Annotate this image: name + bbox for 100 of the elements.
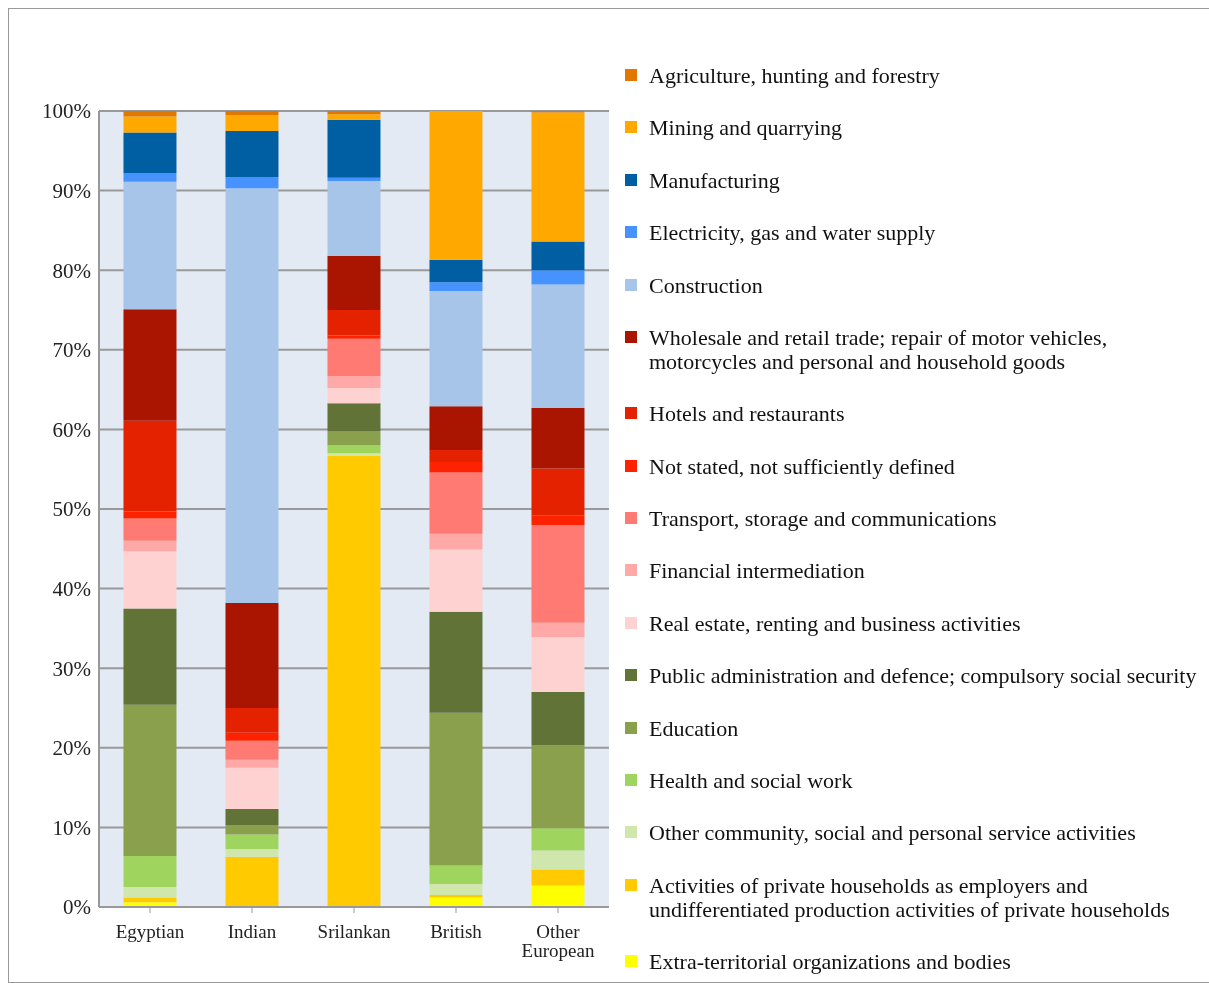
bar xyxy=(327,455,381,907)
bar xyxy=(531,828,585,851)
legend-label: Extra-territorial organizations and bodies xyxy=(649,949,1011,974)
bar xyxy=(123,181,177,310)
bar xyxy=(327,114,381,120)
legend-label: Manufacturing xyxy=(649,167,780,193)
legend-label: Real estate, renting and business activities xyxy=(649,610,1021,636)
bar xyxy=(123,309,177,421)
bar xyxy=(531,637,585,693)
bar xyxy=(327,335,381,339)
bar xyxy=(531,112,585,242)
y-tick-label: 100% xyxy=(42,99,91,124)
bar xyxy=(225,602,279,708)
bar xyxy=(123,420,177,512)
bar xyxy=(327,376,381,389)
bar xyxy=(225,809,279,826)
bar xyxy=(123,111,177,117)
bar xyxy=(225,856,279,907)
bar xyxy=(123,856,177,888)
bar xyxy=(429,865,483,884)
bar xyxy=(429,883,483,896)
bar xyxy=(531,241,585,271)
bar xyxy=(327,111,381,115)
bar xyxy=(327,430,381,446)
bar xyxy=(123,551,177,609)
x-tick-label: Indian xyxy=(227,921,277,943)
bar xyxy=(429,111,483,260)
bar xyxy=(531,468,585,516)
bar xyxy=(123,116,177,133)
legend-label: Electricity, gas and water supply xyxy=(649,220,936,246)
bar xyxy=(531,515,585,525)
legend-label: Financial intermediation xyxy=(649,558,865,584)
bar xyxy=(531,524,585,623)
bar xyxy=(225,130,279,178)
legend-label: Agriculture, hunting and forestry xyxy=(649,63,940,88)
bar xyxy=(429,533,483,550)
bar xyxy=(225,114,279,131)
bar xyxy=(531,885,585,907)
y-tick-label: 30% xyxy=(52,656,91,681)
y-tick-label: 60% xyxy=(52,417,91,442)
y-tick-label: 70% xyxy=(52,338,91,363)
bar xyxy=(123,132,177,174)
bar xyxy=(429,472,483,534)
legend-label: Health and social work xyxy=(649,767,853,793)
bar xyxy=(531,692,585,746)
x-tick-label: Srilankan xyxy=(317,921,391,943)
legend-label: Other community, social and personal service activities xyxy=(649,820,1136,846)
y-tick-label: 20% xyxy=(52,736,91,761)
bar xyxy=(531,407,585,469)
x-tick-label: Other European xyxy=(521,921,595,962)
bar xyxy=(429,406,483,451)
bar xyxy=(225,188,279,603)
legend-label: Construction xyxy=(649,272,763,298)
y-tick-label: 50% xyxy=(52,497,91,522)
bar xyxy=(531,745,585,829)
bar xyxy=(327,388,381,404)
bar xyxy=(123,704,177,857)
bar xyxy=(123,518,177,541)
bar xyxy=(429,611,483,713)
bar xyxy=(429,450,483,463)
bar xyxy=(123,540,177,552)
bar xyxy=(429,282,483,291)
bar xyxy=(225,740,279,760)
bar xyxy=(531,284,585,408)
bar xyxy=(327,177,381,182)
y-tick-label: 10% xyxy=(52,815,91,840)
bar xyxy=(429,259,483,283)
bar xyxy=(531,850,585,870)
legend-label: Transport, storage and communications xyxy=(649,506,997,531)
bar xyxy=(225,759,279,768)
bar xyxy=(123,887,177,898)
bar xyxy=(429,712,483,866)
bar xyxy=(123,173,177,182)
bar xyxy=(225,732,279,741)
x-tick-label: Egyptian xyxy=(115,921,185,943)
x-tick-label: British xyxy=(430,921,483,943)
bar xyxy=(531,270,585,285)
bar xyxy=(429,549,483,612)
y-tick-label: 0% xyxy=(63,895,91,920)
bar xyxy=(327,181,381,256)
bar xyxy=(225,111,279,115)
legend-label: Wholesale and retail trade; repair of motor vehicles, motorcycles and personal and household goods xyxy=(649,324,1109,374)
y-tick-label: 80% xyxy=(52,258,91,283)
bar xyxy=(225,825,279,835)
bar xyxy=(123,511,177,519)
legend-label: Activities of private households as employers and undifferentiated production activities of private households xyxy=(649,872,1171,922)
bar xyxy=(429,897,483,907)
bar xyxy=(225,834,279,849)
bar xyxy=(225,177,279,189)
bar xyxy=(531,622,585,638)
bar xyxy=(327,403,381,431)
y-tick-label: 40% xyxy=(52,577,91,602)
legend-label: Public administration and defence; compulsory social security xyxy=(649,663,1197,689)
bar xyxy=(225,848,279,857)
y-tick-label: 90% xyxy=(52,179,91,204)
bar xyxy=(123,608,177,705)
bar xyxy=(327,453,381,456)
bar xyxy=(327,255,381,310)
bar xyxy=(531,869,585,886)
legend-label: Education xyxy=(649,715,739,741)
